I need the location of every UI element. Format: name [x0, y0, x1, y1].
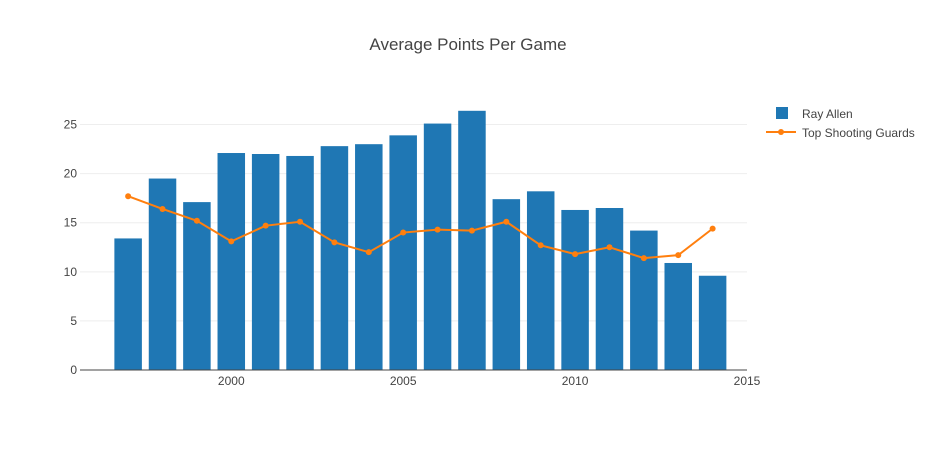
line-series: [125, 193, 716, 262]
y-tick-label: 5: [70, 314, 77, 328]
chart-title: Average Points Per Game: [369, 35, 566, 54]
bar-ray-allen[interactable]: [526, 191, 555, 370]
x-tick-label: 2000: [218, 374, 245, 388]
point-top-shooting-guards[interactable]: [434, 226, 441, 233]
point-top-shooting-guards[interactable]: [228, 238, 235, 245]
bar-ray-allen[interactable]: [595, 208, 624, 370]
legend-swatch-ray-allen: [776, 107, 788, 119]
point-top-shooting-guards[interactable]: [606, 244, 613, 251]
point-top-shooting-guards[interactable]: [468, 227, 475, 234]
legend-label-top-shooting-guards: Top Shooting Guards: [802, 126, 915, 140]
y-tick-label: 15: [64, 216, 78, 230]
bar-ray-allen[interactable]: [389, 135, 417, 370]
point-top-shooting-guards[interactable]: [262, 222, 269, 229]
point-top-shooting-guards[interactable]: [537, 242, 544, 249]
bar-ray-allen[interactable]: [251, 154, 280, 370]
y-tick-label: 0: [70, 363, 77, 377]
bar-ray-allen[interactable]: [423, 123, 452, 371]
point-top-shooting-guards[interactable]: [331, 239, 338, 246]
y-tick-label: 25: [64, 118, 78, 132]
point-top-shooting-guards[interactable]: [297, 218, 304, 225]
x-tick-label: 2010: [562, 374, 589, 388]
legend-item-ray-allen[interactable]: Ray Allen: [776, 107, 853, 121]
x-tick-label: 2005: [390, 374, 417, 388]
legend-marker-top-shooting-guards: [778, 129, 784, 135]
bar-ray-allen[interactable]: [458, 110, 486, 371]
point-top-shooting-guards[interactable]: [365, 249, 372, 256]
bar-ray-allen[interactable]: [114, 238, 142, 370]
bar-ray-allen[interactable]: [698, 275, 727, 370]
bar-ray-allen[interactable]: [561, 209, 589, 370]
bar-ray-allen[interactable]: [217, 153, 246, 370]
bar-ray-allen[interactable]: [286, 155, 314, 370]
point-top-shooting-guards[interactable]: [400, 229, 407, 236]
point-top-shooting-guards[interactable]: [709, 225, 716, 232]
legend-item-top-shooting-guards[interactable]: Top Shooting Guards: [766, 126, 915, 140]
line-top-shooting-guards: [127, 195, 714, 260]
legend-label-ray-allen: Ray Allen: [802, 107, 853, 121]
bar-ray-allen[interactable]: [183, 202, 211, 370]
x-tick-label: 2015: [734, 374, 761, 388]
point-top-shooting-guards[interactable]: [572, 251, 579, 258]
point-top-shooting-guards[interactable]: [125, 193, 132, 200]
axes: 0 5 10 15 20 25 2000 2005 2010 2015: [64, 118, 761, 388]
bar-ray-allen[interactable]: [320, 146, 349, 370]
bar-ray-allen[interactable]: [630, 230, 658, 370]
y-tick-label: 20: [64, 167, 78, 181]
bar-ray-allen[interactable]: [664, 262, 692, 370]
bar-series: [114, 110, 727, 371]
point-top-shooting-guards[interactable]: [503, 218, 510, 225]
point-top-shooting-guards[interactable]: [675, 252, 682, 259]
y-tick-label: 10: [64, 265, 78, 279]
point-top-shooting-guards[interactable]: [640, 255, 647, 262]
legend[interactable]: Ray Allen Top Shooting Guards: [766, 107, 915, 140]
point-top-shooting-guards[interactable]: [159, 205, 166, 212]
bar-ray-allen[interactable]: [355, 144, 383, 370]
point-top-shooting-guards[interactable]: [193, 217, 200, 224]
